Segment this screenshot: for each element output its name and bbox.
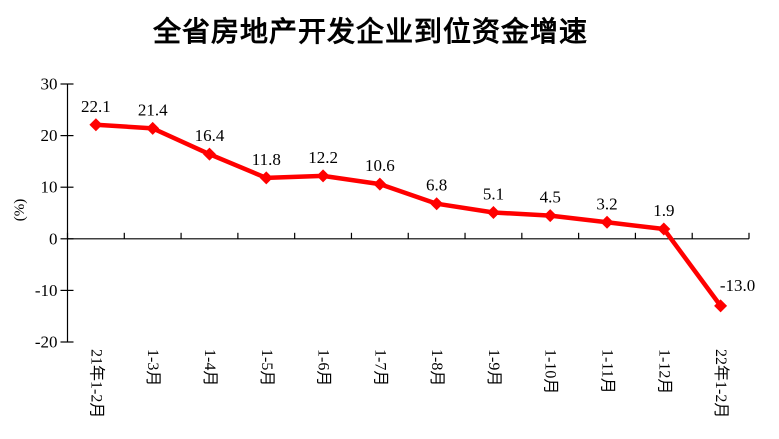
data-label: 6.8	[426, 176, 447, 195]
data-label: 21.4	[138, 100, 168, 119]
data-label: 1.9	[653, 201, 674, 220]
data-point-marker	[259, 171, 273, 185]
y-tick-label: 10	[41, 178, 58, 197]
y-tick-label: -20	[35, 333, 58, 352]
data-label: -13.0	[720, 276, 755, 295]
data-point-marker	[486, 205, 500, 219]
x-tick-label: 1-7月	[371, 349, 388, 386]
x-tick-label: 1-9月	[485, 349, 502, 386]
data-point-marker	[89, 118, 103, 132]
data-point-marker	[430, 197, 444, 211]
x-tick-label: 1-6月	[315, 349, 332, 386]
data-point-marker	[373, 177, 387, 191]
data-point-marker	[714, 299, 728, 313]
data-point-marker	[202, 147, 216, 161]
x-tick-label: 1-11月	[599, 349, 616, 394]
data-label: 11.8	[252, 150, 281, 169]
data-label: 22.1	[81, 97, 111, 116]
data-label: 3.2	[596, 194, 617, 213]
x-tick-label: 1-3月	[144, 349, 161, 386]
x-tick-label: 1-8月	[428, 349, 445, 386]
y-tick-label: 30	[41, 75, 58, 94]
x-tick-label: 1-10月	[542, 349, 559, 394]
data-point-marker	[657, 222, 671, 236]
x-tick-label: 21年1-2月	[87, 349, 105, 418]
data-label: 4.5	[540, 188, 561, 207]
x-tick-label: 1-5月	[258, 349, 275, 386]
x-tick-label: 1-4月	[201, 349, 218, 386]
data-point-marker	[146, 121, 160, 135]
y-tick-label: -10	[35, 281, 58, 300]
data-label: 12.2	[308, 148, 338, 167]
x-tick-label: 1-12月	[655, 349, 672, 394]
data-label: 10.6	[365, 156, 395, 175]
x-tick-label: 22年1-2月	[712, 349, 730, 418]
y-tick-label: 0	[49, 229, 58, 248]
chart-title: 全省房地产开发企业到位资金增速	[152, 16, 588, 47]
series-line	[93, 122, 723, 309]
y-tick-label: 20	[41, 126, 58, 145]
data-label: 5.1	[483, 184, 504, 203]
data-label: 16.4	[195, 126, 225, 145]
data-point-marker	[600, 215, 614, 229]
data-point-marker	[543, 209, 557, 223]
data-point-marker	[316, 169, 330, 183]
